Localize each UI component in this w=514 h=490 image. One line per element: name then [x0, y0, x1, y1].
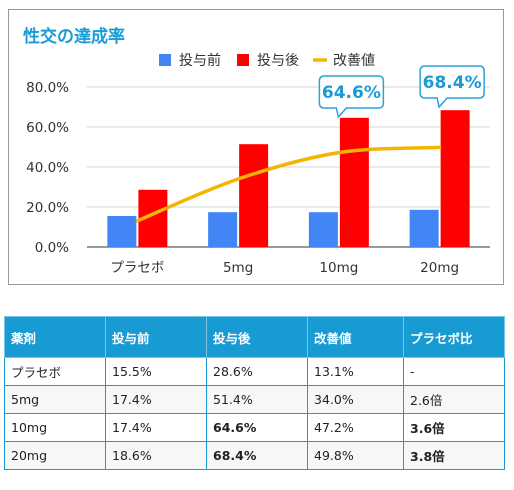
column-header: 薬剤	[4, 316, 106, 358]
legend-label: 改善値	[333, 53, 375, 69]
bar	[208, 212, 238, 247]
table-cell: プラセボ	[4, 357, 106, 386]
table-cell: 13.1%	[307, 357, 404, 386]
table-cell: 47.2%	[307, 413, 404, 442]
bar	[339, 117, 369, 247]
table-cell: 18.6%	[105, 441, 207, 470]
callout-bubble	[419, 65, 485, 109]
callout-label: 64.6%	[322, 83, 381, 103]
column-header: 投与後	[206, 316, 308, 358]
bar	[440, 110, 470, 247]
x-tick-label: 5mg	[223, 260, 253, 276]
table-cell: 34.0%	[307, 385, 404, 414]
table-cell: 3.6倍	[403, 413, 505, 442]
table-cell: 2.6倍	[403, 385, 505, 414]
table-cell: 3.8倍	[403, 441, 505, 470]
y-tick-label: 60.0%	[26, 120, 69, 136]
table-cell: 5mg	[4, 385, 106, 414]
table-cell: -	[403, 357, 505, 386]
x-tick-label: 10mg	[319, 260, 358, 276]
bar	[308, 212, 338, 247]
table-cell: 64.6%	[206, 413, 308, 442]
table-row: 10mg 17.4% 64.6% 47.2% 3.6倍	[4, 413, 505, 442]
table-cell: 49.8%	[307, 441, 404, 470]
column-header: プラセボ比	[403, 316, 505, 358]
y-tick-label: 40.0%	[26, 160, 69, 176]
bar	[409, 209, 439, 247]
table-cell: 17.4%	[105, 413, 207, 442]
y-tick-label: 0.0%	[35, 240, 69, 256]
y-tick-label: 80.0%	[26, 80, 69, 96]
legend-swatch	[159, 54, 171, 66]
callout-label: 68.4%	[423, 73, 482, 93]
series-line	[135, 145, 442, 223]
table-row: プラセボ 15.5% 28.6% 13.1% -	[4, 357, 505, 386]
chart-title: 性交の達成率	[23, 27, 125, 47]
x-tick-label: プラセボ	[110, 260, 164, 276]
table-cell: 15.5%	[105, 357, 207, 386]
bar	[239, 144, 269, 247]
table-cell: 51.4%	[206, 385, 308, 414]
x-tick-label: 20mg	[420, 260, 459, 276]
table-header-row: 薬剤 投与前 投与後 改善値 プラセボ比	[4, 316, 505, 358]
column-header: 改善値	[307, 316, 404, 358]
data-table: 薬剤 投与前 投与後 改善値 プラセボ比 プラセボ 15.5% 28.6% 13.1% -5mg…	[4, 316, 505, 470]
legend-label: 投与後	[257, 53, 299, 69]
table-cell: 17.4%	[105, 385, 207, 414]
table-cell: 28.6%	[206, 357, 308, 386]
bar	[107, 216, 137, 247]
callout-bubble	[318, 75, 385, 119]
chart-canvas: 0.0% 20.0% 40.0% 60.0% 80.0% プラセボ 5mg 10mg 20mg 投…	[26, 52, 490, 276]
table-cell: 20mg	[4, 441, 106, 470]
legend-label: 投与前	[179, 52, 221, 69]
table-cell: 10mg	[4, 413, 106, 442]
table-cell: 68.4%	[206, 441, 308, 470]
column-header: 投与前	[105, 316, 207, 358]
table-row: 20mg 18.6% 68.4% 49.8% 3.8倍	[4, 441, 505, 470]
y-tick-label: 20.0%	[26, 200, 69, 216]
legend-swatch	[237, 54, 249, 66]
chart-panel: 0.0% 20.0% 40.0% 60.0% 80.0% プラセボ 5mg 10mg 20mg 投…	[8, 9, 504, 285]
table-row: 5mg 17.4% 51.4% 34.0% 2.6倍	[4, 385, 505, 414]
